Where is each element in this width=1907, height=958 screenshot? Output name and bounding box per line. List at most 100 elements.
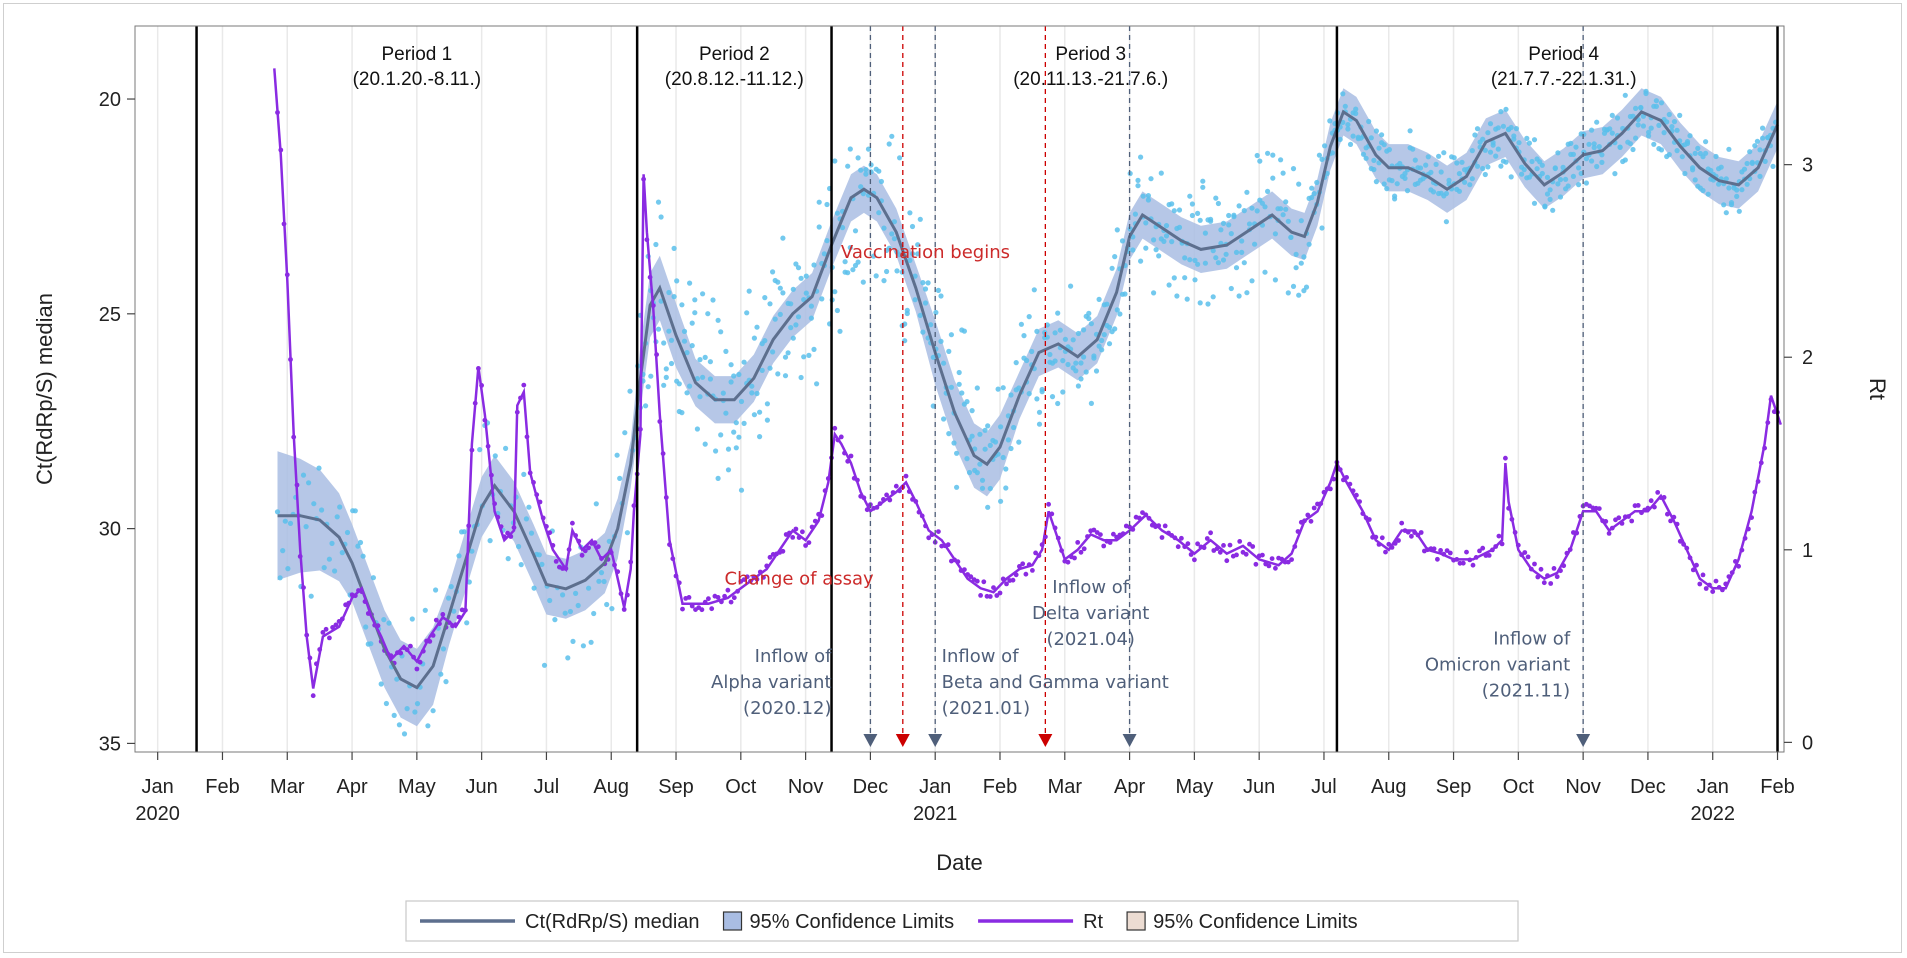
y-left-tick-label: 25 — [99, 304, 121, 326]
ct-point — [668, 337, 675, 343]
ct-point — [1231, 212, 1237, 218]
rt-point — [1703, 586, 1709, 591]
ct-point — [1239, 249, 1245, 255]
x-axis-label: Date — [936, 850, 982, 875]
rt-point — [1616, 515, 1622, 521]
ct-point — [1068, 283, 1074, 289]
ct-point — [627, 388, 633, 394]
rt-point — [1046, 501, 1051, 507]
period-name: Period 3 — [1055, 44, 1126, 65]
x-tick-label: Sep — [658, 776, 694, 798]
ct-point — [1290, 283, 1297, 289]
ct-point — [767, 365, 773, 371]
rt-point — [936, 529, 941, 534]
ct-point — [306, 480, 312, 486]
x-tick-label: Oct — [1503, 776, 1535, 798]
ct-point — [1612, 171, 1618, 177]
rt-point — [1020, 561, 1026, 567]
legend-label: Ct(RdRp/S) median — [525, 911, 700, 933]
ct-point — [1544, 191, 1551, 197]
rt-point — [1548, 581, 1554, 586]
ct-point — [285, 566, 291, 572]
ct-point — [1202, 260, 1208, 266]
ct-point — [287, 520, 294, 527]
ct-point — [1013, 360, 1019, 366]
ct-point — [1555, 181, 1561, 187]
ct-point — [1202, 230, 1208, 236]
ct-point — [580, 643, 587, 649]
ct-point — [461, 529, 467, 535]
ct-point — [1485, 164, 1491, 170]
ct-point — [606, 538, 612, 544]
annotation-text: Inflow of Omicron variant (2021.11) — [1425, 629, 1571, 702]
ct-point — [1182, 255, 1188, 261]
ct-point — [1130, 247, 1136, 253]
ct-point — [790, 286, 796, 292]
ct-point — [1459, 159, 1465, 165]
ct-point — [308, 593, 314, 599]
ct-point — [847, 146, 853, 152]
ct-point — [567, 608, 574, 615]
rt-point — [327, 635, 332, 641]
ct-point — [876, 168, 882, 174]
ct-point — [1169, 201, 1175, 207]
ct-point — [1055, 400, 1061, 407]
ct-point — [1296, 181, 1302, 187]
ct-point — [1718, 164, 1724, 170]
y-axis-label-left: Ct(RdRp/S) median — [32, 293, 57, 485]
ct-point — [565, 655, 571, 661]
ct-point — [438, 671, 444, 677]
ct-point — [987, 442, 993, 448]
ct-point — [1723, 210, 1729, 216]
ct-point — [355, 543, 361, 549]
ct-point — [925, 280, 931, 286]
ct-point — [466, 579, 472, 585]
rt-point — [1470, 562, 1476, 568]
ct-median-line — [277, 109, 1779, 690]
ct-point — [725, 446, 732, 452]
rt-point — [1538, 566, 1544, 572]
ct-point — [1309, 194, 1315, 201]
ct-point — [692, 310, 698, 316]
ct-point — [814, 381, 820, 387]
ct-point — [332, 568, 338, 574]
rt-point — [1435, 556, 1440, 562]
ct-point — [907, 210, 913, 216]
ct-point — [446, 595, 452, 601]
rt-point — [926, 535, 932, 541]
ct-point — [1677, 112, 1683, 118]
ct-point — [1213, 255, 1219, 261]
ct-point — [1581, 131, 1587, 137]
ct-point — [378, 681, 384, 687]
ct-point — [1003, 485, 1009, 491]
period-name: Period 1 — [381, 44, 452, 65]
ct-point — [1220, 220, 1227, 226]
ct-point — [588, 639, 594, 645]
ct-point — [959, 390, 965, 396]
ct-point — [643, 403, 649, 409]
annotation-line: Alpha variant — [711, 672, 831, 693]
ct-point — [715, 475, 721, 481]
plot-border — [134, 25, 1785, 753]
ct-point — [780, 235, 786, 241]
x-year-label: 2021 — [913, 803, 958, 825]
ct-point — [1451, 155, 1457, 161]
period-range: (20.11.13.-21.7.6.) — [1013, 69, 1168, 90]
ct-point — [1661, 130, 1667, 136]
rt-point — [1217, 549, 1223, 555]
period-range: (20.1.20.-8.11.) — [353, 69, 482, 90]
rt-point — [408, 643, 413, 649]
ct-point — [1151, 290, 1157, 296]
x-tick-label: Jul — [534, 776, 560, 798]
ct-point — [1757, 173, 1763, 179]
ct-point — [1371, 157, 1377, 163]
y-right-tick-label: 1 — [1802, 540, 1813, 562]
rt-point — [1185, 541, 1191, 547]
ct-point — [334, 514, 340, 520]
ct-point — [891, 219, 898, 225]
ct-point — [1456, 171, 1462, 177]
ct-point — [689, 343, 695, 349]
ct-point — [1140, 193, 1146, 199]
rt-point — [903, 473, 909, 479]
ct-point — [303, 524, 309, 530]
